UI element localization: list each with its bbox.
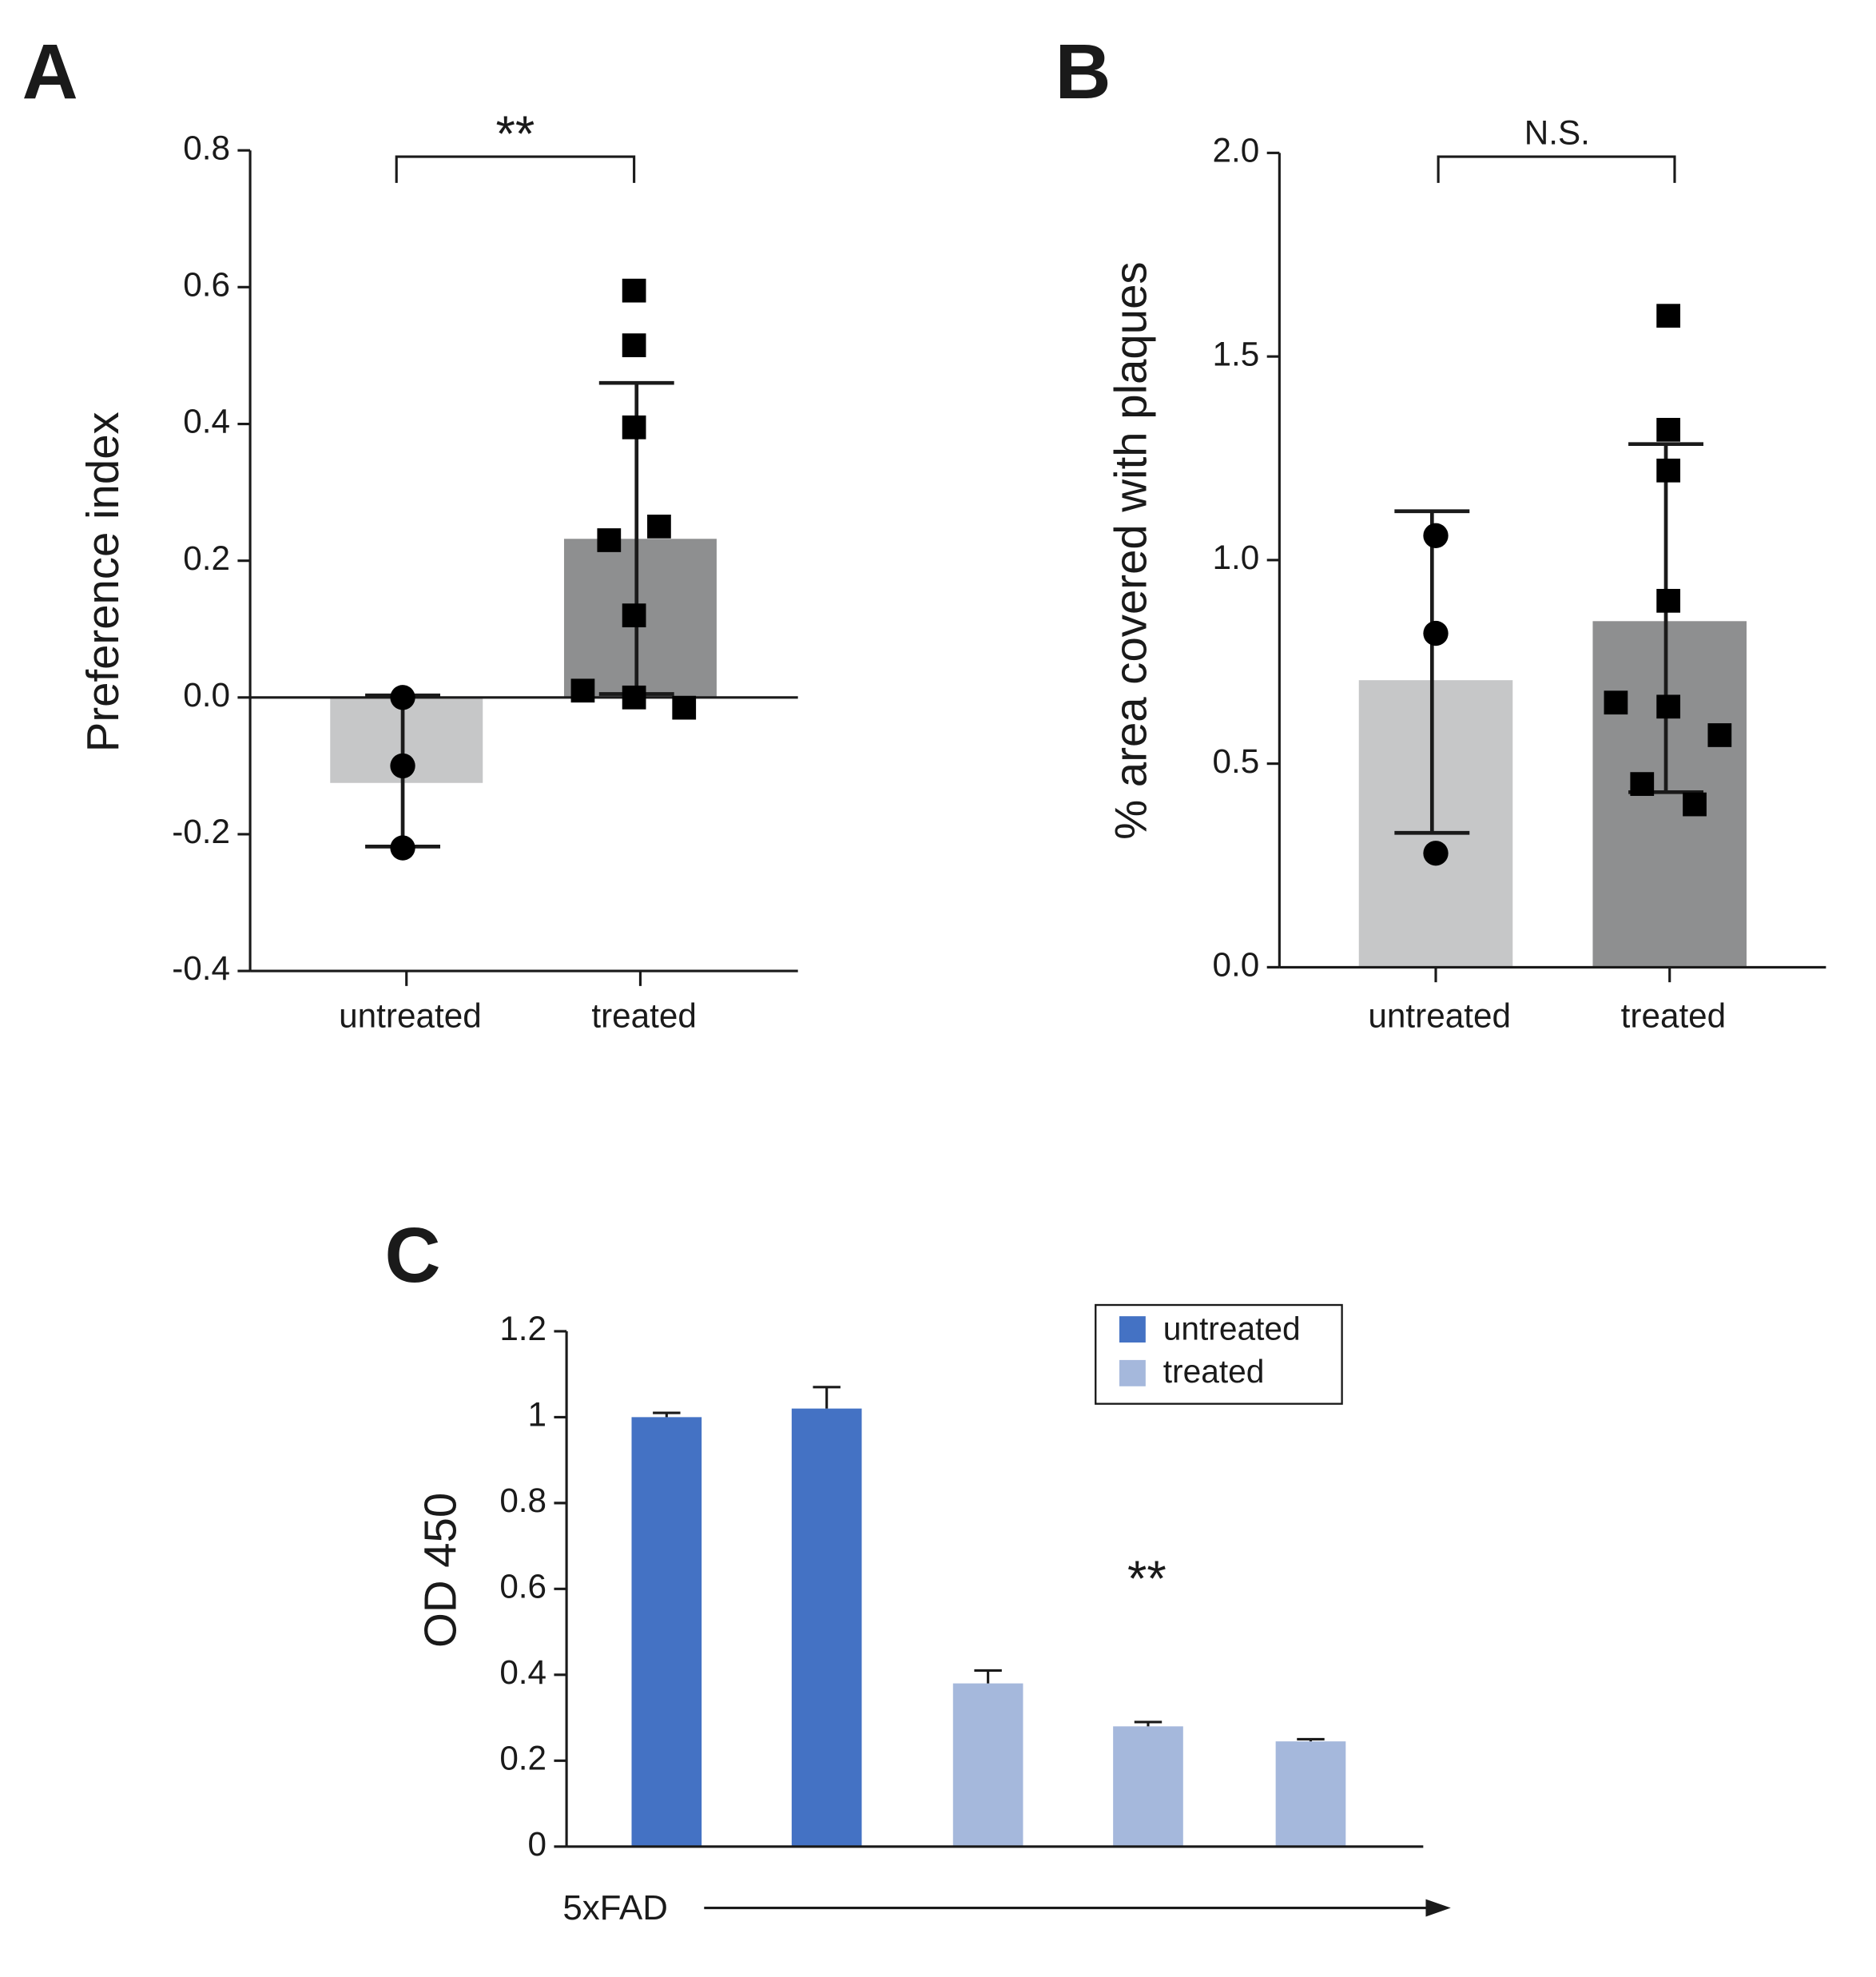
data-point [1604,690,1628,715]
data-point [390,685,415,710]
x-tick-label: untreated [339,997,482,1035]
data-point [1707,723,1732,747]
data-point [597,528,622,552]
significance-bracket [1437,155,1676,183]
arrow-head [1425,1899,1451,1917]
bar [1275,1741,1346,1847]
bar [952,1683,1023,1847]
data-point [622,278,646,303]
x-tick-label: treated [1621,997,1727,1035]
y-tick-label: 0 [528,1825,547,1863]
data-point [1656,588,1681,613]
annotation: ** [496,106,535,162]
significance-bracket [395,155,636,183]
data-point [622,685,646,710]
bar [1592,621,1747,968]
data-point [390,835,415,861]
data-point [647,514,671,539]
y-tick-label: 0.6 [499,1568,547,1605]
data-point [1683,792,1707,817]
bar [631,1417,702,1847]
data-point [390,753,415,779]
y-tick-label: 0.0 [183,676,230,714]
annotation: N.S. [1524,114,1590,152]
data-point [1423,620,1449,646]
data-point [622,415,646,440]
y-tick-label: 1.5 [1213,335,1260,372]
annotation: ** [1127,1551,1167,1607]
x-tick-label: untreated [1368,997,1511,1035]
bar [791,1408,862,1847]
legend-label: treated [1163,1353,1265,1390]
data-point [1423,841,1449,866]
y-axis-label: Preference index [78,412,128,752]
legend-swatch [1119,1359,1146,1386]
panel-label: C [385,1211,441,1299]
y-tick-label: 1.0 [1213,539,1260,576]
y-tick-label: 1 [528,1396,547,1434]
y-tick-label: -0.2 [172,813,230,850]
data-point [1630,772,1655,796]
data-point [622,333,646,357]
data-point [570,678,595,703]
data-point [672,695,697,720]
data-point [1423,523,1449,548]
y-tick-label: 0.0 [1213,946,1260,984]
y-tick-label: 0.2 [499,1739,547,1776]
y-axis-label: % area covered with plaques [1106,261,1156,840]
y-tick-label: 0.2 [183,539,230,577]
y-tick-label: 0.8 [183,129,230,166]
data-point [1656,458,1681,483]
legend-label: untreated [1163,1311,1301,1347]
data-point [622,603,646,627]
data-point [1656,417,1681,442]
legend-swatch [1119,1316,1146,1343]
y-tick-label: 0.8 [499,1482,547,1519]
y-tick-label: 0.6 [183,266,230,304]
bar [1358,680,1513,968]
y-tick-label: 0.4 [499,1653,547,1691]
data-point [1656,304,1681,328]
panel-label: B [1055,28,1111,115]
x-tick-label: treated [591,997,697,1035]
y-axis-label: OD 450 [415,1493,466,1648]
data-point [1656,694,1681,719]
y-tick-label: 0.5 [1213,742,1260,780]
y-tick-label: 1.2 [499,1310,547,1347]
y-tick-label: 0.4 [183,403,230,440]
x-axis-label: 5xFAD [562,1888,667,1927]
y-tick-label: -0.4 [172,949,230,987]
bracket [395,155,1676,183]
y-tick-label: 2.0 [1213,132,1260,169]
bar [1113,1726,1183,1847]
panel-label: A [22,28,78,115]
